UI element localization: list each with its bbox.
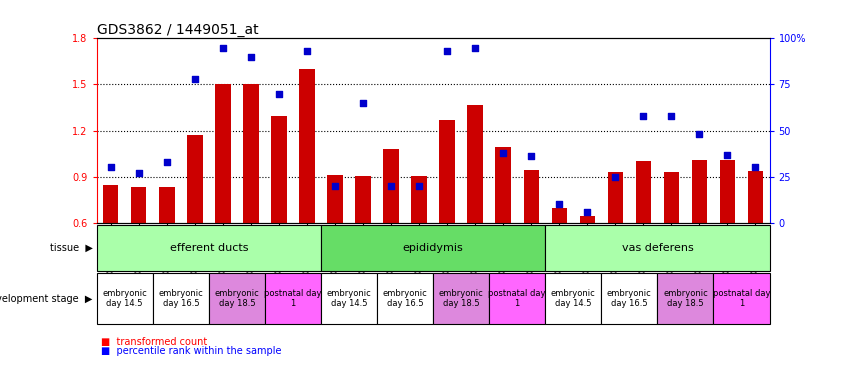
Point — [637, 113, 650, 119]
Bar — [636, 161, 651, 223]
Text: vas deferens: vas deferens — [621, 243, 693, 253]
Point — [693, 131, 706, 137]
Bar — [377, 273, 433, 324]
Text: embryonic
day 16.5: embryonic day 16.5 — [158, 289, 204, 308]
Point — [328, 183, 341, 189]
Text: GDS3862 / 1449051_at: GDS3862 / 1449051_at — [97, 23, 258, 37]
Point — [468, 45, 482, 51]
Bar — [131, 187, 146, 223]
Text: efferent ducts: efferent ducts — [170, 243, 248, 253]
Point — [580, 209, 594, 215]
Point — [216, 45, 230, 51]
Point — [441, 48, 454, 55]
Bar — [103, 185, 119, 223]
Bar — [433, 273, 489, 324]
Bar — [439, 120, 455, 223]
Bar — [187, 135, 203, 223]
Bar — [159, 187, 174, 223]
Point — [496, 150, 510, 156]
Point — [384, 183, 398, 189]
Bar — [523, 170, 539, 223]
Bar — [607, 172, 623, 223]
Bar — [545, 273, 601, 324]
Point — [748, 164, 762, 170]
Point — [664, 113, 678, 119]
Bar — [97, 225, 321, 271]
Bar — [552, 208, 567, 223]
Point — [300, 48, 314, 55]
Text: embryonic
day 16.5: embryonic day 16.5 — [607, 289, 652, 308]
Point — [525, 153, 538, 159]
Text: epididymis: epididymis — [403, 243, 463, 253]
Point — [104, 164, 118, 170]
Bar — [327, 175, 342, 223]
Bar — [664, 172, 679, 223]
Bar — [748, 171, 763, 223]
Text: postnatal day
1: postnatal day 1 — [489, 289, 546, 308]
Point — [412, 183, 426, 189]
Bar — [271, 116, 287, 223]
Text: postnatal day
1: postnatal day 1 — [264, 289, 322, 308]
Text: embryonic
day 14.5: embryonic day 14.5 — [103, 289, 147, 308]
Bar — [97, 273, 153, 324]
Bar — [495, 147, 510, 223]
Point — [553, 201, 566, 207]
Bar — [321, 225, 545, 271]
Bar — [209, 273, 265, 324]
Bar — [243, 84, 258, 223]
Bar — [153, 273, 209, 324]
Bar — [658, 273, 713, 324]
Bar — [383, 149, 399, 223]
Bar — [411, 176, 426, 223]
Point — [160, 159, 173, 165]
Point — [609, 174, 622, 180]
Bar — [321, 273, 377, 324]
Point — [244, 54, 257, 60]
Point — [188, 76, 202, 82]
Bar — [601, 273, 658, 324]
Bar — [468, 105, 483, 223]
Text: embryonic
day 18.5: embryonic day 18.5 — [214, 289, 259, 308]
Text: embryonic
day 18.5: embryonic day 18.5 — [663, 289, 708, 308]
Bar — [299, 69, 315, 223]
Text: embryonic
day 14.5: embryonic day 14.5 — [551, 289, 595, 308]
Text: embryonic
day 14.5: embryonic day 14.5 — [326, 289, 372, 308]
Text: ■  transformed count: ■ transformed count — [101, 337, 207, 347]
Bar — [355, 176, 371, 223]
Text: ■  percentile rank within the sample: ■ percentile rank within the sample — [101, 346, 282, 356]
Bar — [720, 160, 735, 223]
Bar — [265, 273, 321, 324]
Bar — [215, 84, 230, 223]
Text: tissue  ▶: tissue ▶ — [50, 243, 93, 253]
Bar — [489, 273, 545, 324]
Bar — [579, 216, 595, 223]
Bar — [691, 160, 707, 223]
Point — [272, 91, 286, 97]
Bar — [713, 273, 770, 324]
Point — [132, 170, 145, 176]
Text: embryonic
day 18.5: embryonic day 18.5 — [439, 289, 484, 308]
Bar — [545, 225, 770, 271]
Text: postnatal day
1: postnatal day 1 — [712, 289, 770, 308]
Point — [721, 151, 734, 157]
Text: embryonic
day 16.5: embryonic day 16.5 — [383, 289, 427, 308]
Text: development stage  ▶: development stage ▶ — [0, 293, 93, 304]
Point — [357, 100, 370, 106]
